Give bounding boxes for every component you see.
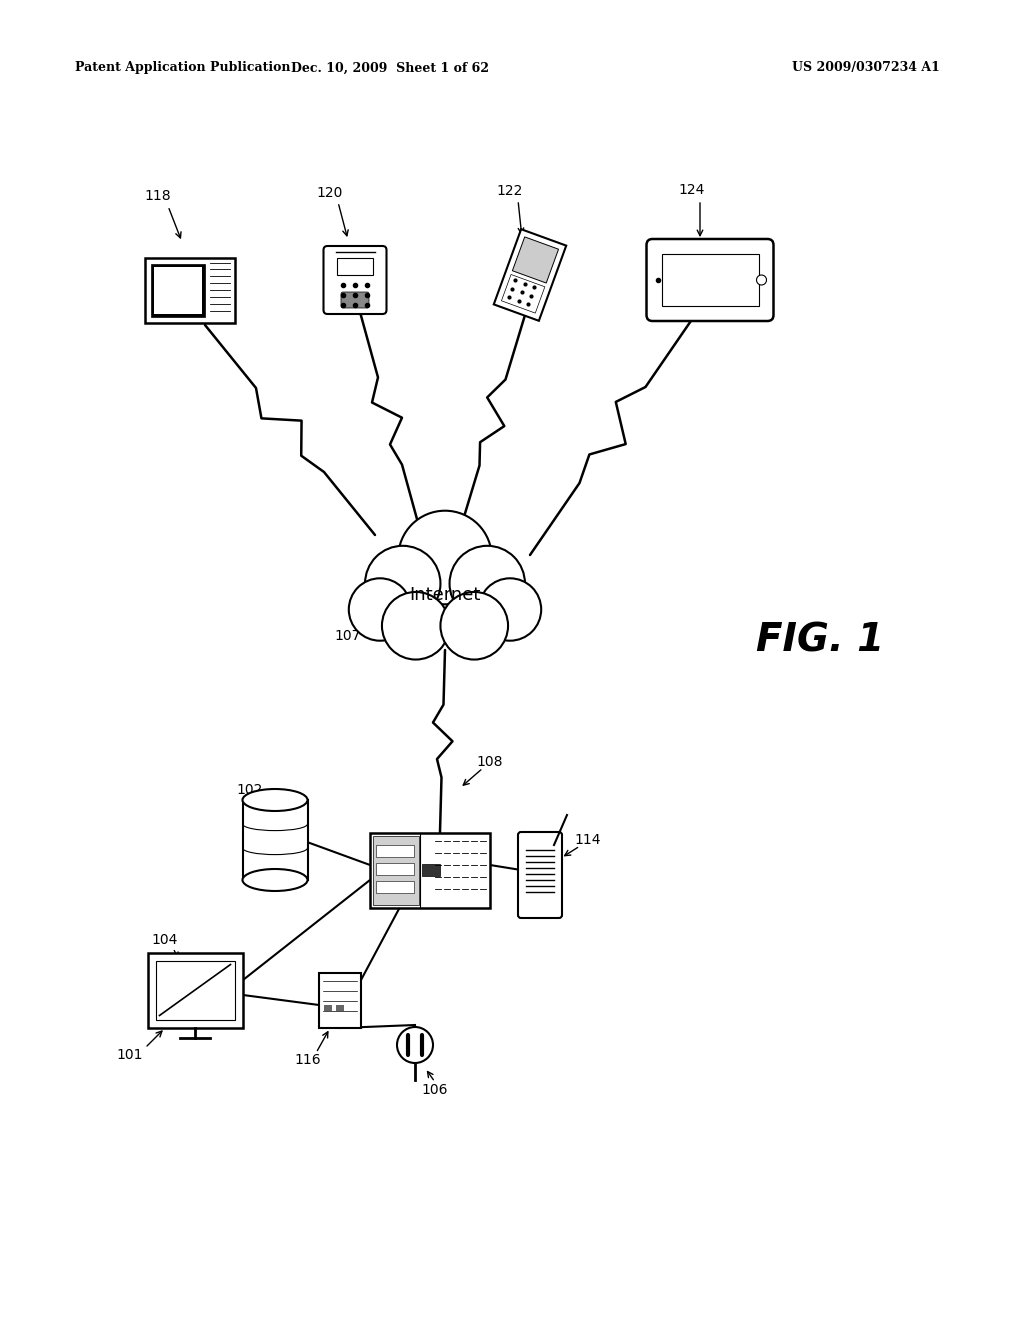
Ellipse shape [364,541,526,639]
Ellipse shape [243,869,307,891]
FancyBboxPatch shape [376,862,415,874]
Text: 118: 118 [144,189,171,203]
Circle shape [365,545,440,622]
Text: 101: 101 [117,1048,143,1063]
FancyBboxPatch shape [373,836,419,904]
Text: 114: 114 [574,833,601,847]
Text: US 2009/0307234 A1: US 2009/0307234 A1 [793,62,940,74]
Circle shape [450,545,525,622]
FancyBboxPatch shape [518,832,562,917]
Text: 120: 120 [316,186,343,201]
FancyBboxPatch shape [376,845,415,857]
FancyBboxPatch shape [319,973,361,1027]
Text: 116: 116 [295,1053,322,1067]
FancyBboxPatch shape [154,267,202,314]
FancyBboxPatch shape [324,246,386,314]
Circle shape [397,1027,433,1063]
Circle shape [440,591,508,660]
Text: Internet: Internet [410,586,480,605]
Text: 104: 104 [152,933,178,946]
FancyBboxPatch shape [646,239,773,321]
Circle shape [479,578,542,640]
FancyBboxPatch shape [376,880,415,892]
Text: 106: 106 [422,1082,449,1097]
Text: 107: 107 [335,630,361,643]
FancyBboxPatch shape [422,865,440,876]
Polygon shape [502,275,545,313]
FancyBboxPatch shape [324,1005,332,1011]
FancyBboxPatch shape [147,953,243,1027]
FancyBboxPatch shape [337,257,373,275]
Polygon shape [494,230,566,321]
FancyBboxPatch shape [662,253,759,306]
Polygon shape [512,236,558,282]
Circle shape [757,275,767,285]
Text: Patent Application Publication: Patent Application Publication [75,62,291,74]
Circle shape [349,578,412,640]
FancyBboxPatch shape [151,264,205,317]
Circle shape [398,511,492,605]
Text: FIG. 1: FIG. 1 [756,620,884,659]
FancyBboxPatch shape [336,1005,344,1011]
Text: 122: 122 [497,183,523,198]
FancyBboxPatch shape [156,961,234,1019]
Text: 124: 124 [679,183,706,197]
Text: Dec. 10, 2009  Sheet 1 of 62: Dec. 10, 2009 Sheet 1 of 62 [291,62,489,74]
Text: 108: 108 [477,755,503,770]
FancyBboxPatch shape [370,833,490,908]
FancyBboxPatch shape [243,800,307,880]
Text: 102: 102 [237,783,263,797]
Circle shape [382,591,450,660]
FancyBboxPatch shape [145,257,234,322]
FancyBboxPatch shape [341,292,369,308]
Ellipse shape [243,789,307,810]
